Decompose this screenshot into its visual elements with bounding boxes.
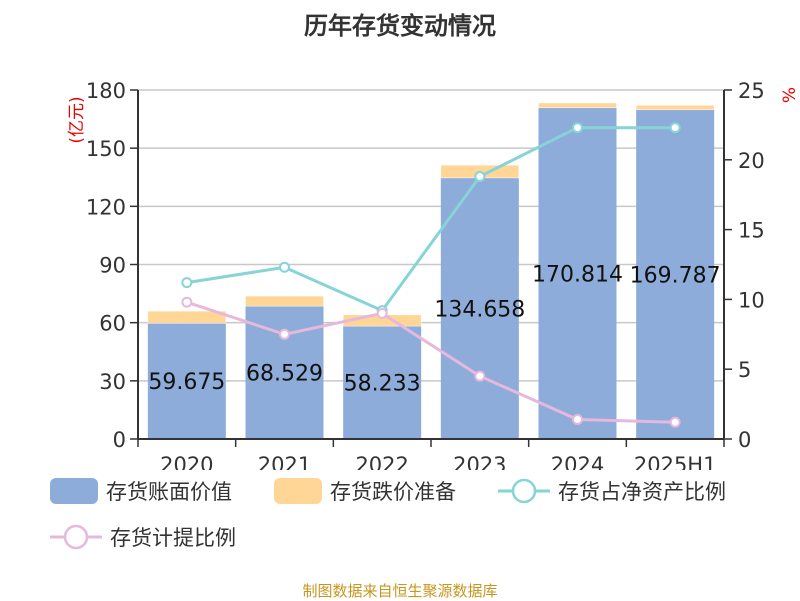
right-tick-label: 10 xyxy=(738,288,765,312)
bar-reserve xyxy=(245,295,324,307)
bar-book-value xyxy=(636,109,715,439)
bar-data-label: 58.233 xyxy=(344,372,421,397)
x-tick-label: 2021 xyxy=(258,453,311,470)
bar-data-label: 170.814 xyxy=(532,262,623,287)
legend-item-net-asset-ratio[interactable]: 存货占净资产比例 xyxy=(498,476,726,506)
line-point xyxy=(181,296,193,308)
x-tick-label: 2025H1 xyxy=(634,453,717,470)
bar-book-value xyxy=(538,107,617,439)
chart-title: 历年存货变动情况 xyxy=(304,12,496,40)
line-point xyxy=(669,416,681,428)
left-tick-label: 60 xyxy=(99,312,126,336)
bar-reserve xyxy=(538,102,617,109)
bar-reserve xyxy=(147,310,227,324)
x-tick-label: 2020 xyxy=(160,453,213,470)
bar-data-label: 169.787 xyxy=(630,263,721,288)
line-point xyxy=(572,122,583,134)
left-tick-label: 90 xyxy=(99,254,126,278)
left-tick-label: 180 xyxy=(86,79,126,103)
line-point xyxy=(279,261,290,273)
x-tick-label: 2023 xyxy=(453,453,506,470)
right-tick-label: 5 xyxy=(738,358,751,382)
bar-book-value xyxy=(343,326,422,439)
bar-data-label: 68.529 xyxy=(246,362,323,387)
legend-line-marker-icon xyxy=(498,478,550,504)
bar-book-value xyxy=(440,177,519,440)
line-point xyxy=(279,328,290,340)
legend-label: 存货账面价值 xyxy=(106,480,232,504)
legend-swatch xyxy=(274,478,322,504)
bar-data-label: 59.675 xyxy=(148,370,225,395)
legend-item-provision-ratio[interactable]: 存货计提比例 xyxy=(50,522,236,552)
legend-label: 存货占净资产比例 xyxy=(558,480,726,504)
line-point xyxy=(669,122,681,134)
left-tick-label: 150 xyxy=(86,137,126,161)
x-tick-label: 2024 xyxy=(551,453,604,470)
line-point xyxy=(181,277,193,289)
bar-data-label: 134.658 xyxy=(434,297,525,322)
chart: 0 30 60 90 120 150 180 0 5 10 15 20 25 (亿元)% 2020 2021 2… xyxy=(67,79,800,470)
line-point xyxy=(474,171,486,183)
legend-line-marker-icon xyxy=(50,524,102,550)
right-tick-label: 20 xyxy=(738,149,765,173)
bar-reserve xyxy=(635,104,715,111)
right-tick-label: 15 xyxy=(738,219,765,243)
left-axis-label: (亿元) xyxy=(67,96,87,143)
line-point xyxy=(376,307,388,319)
net-asset-ratio-line xyxy=(186,126,676,313)
source-footer: 制图数据来自恒生聚源数据库 xyxy=(302,582,498,600)
line-point xyxy=(474,370,486,382)
legend-item-reserve[interactable]: 存货跌价准备 xyxy=(274,476,456,506)
legend-swatch xyxy=(50,478,98,504)
bar-book-value xyxy=(147,323,226,439)
left-tick-label: 120 xyxy=(86,195,126,219)
left-tick-label: 0 xyxy=(113,428,126,452)
right-axis-label: % xyxy=(780,87,800,103)
provision-ratio-line xyxy=(186,300,676,424)
legend-item-book-value[interactable]: 存货账面价值 xyxy=(50,476,232,506)
legend-label: 存货计提比例 xyxy=(110,526,236,550)
line-point xyxy=(572,413,583,425)
left-tick-label: 30 xyxy=(99,370,126,394)
right-tick-label: 0 xyxy=(738,428,751,452)
right-tick-label: 25 xyxy=(738,79,765,103)
x-tick-label: 2022 xyxy=(355,453,408,470)
legend-label: 存货跌价准备 xyxy=(330,480,456,504)
